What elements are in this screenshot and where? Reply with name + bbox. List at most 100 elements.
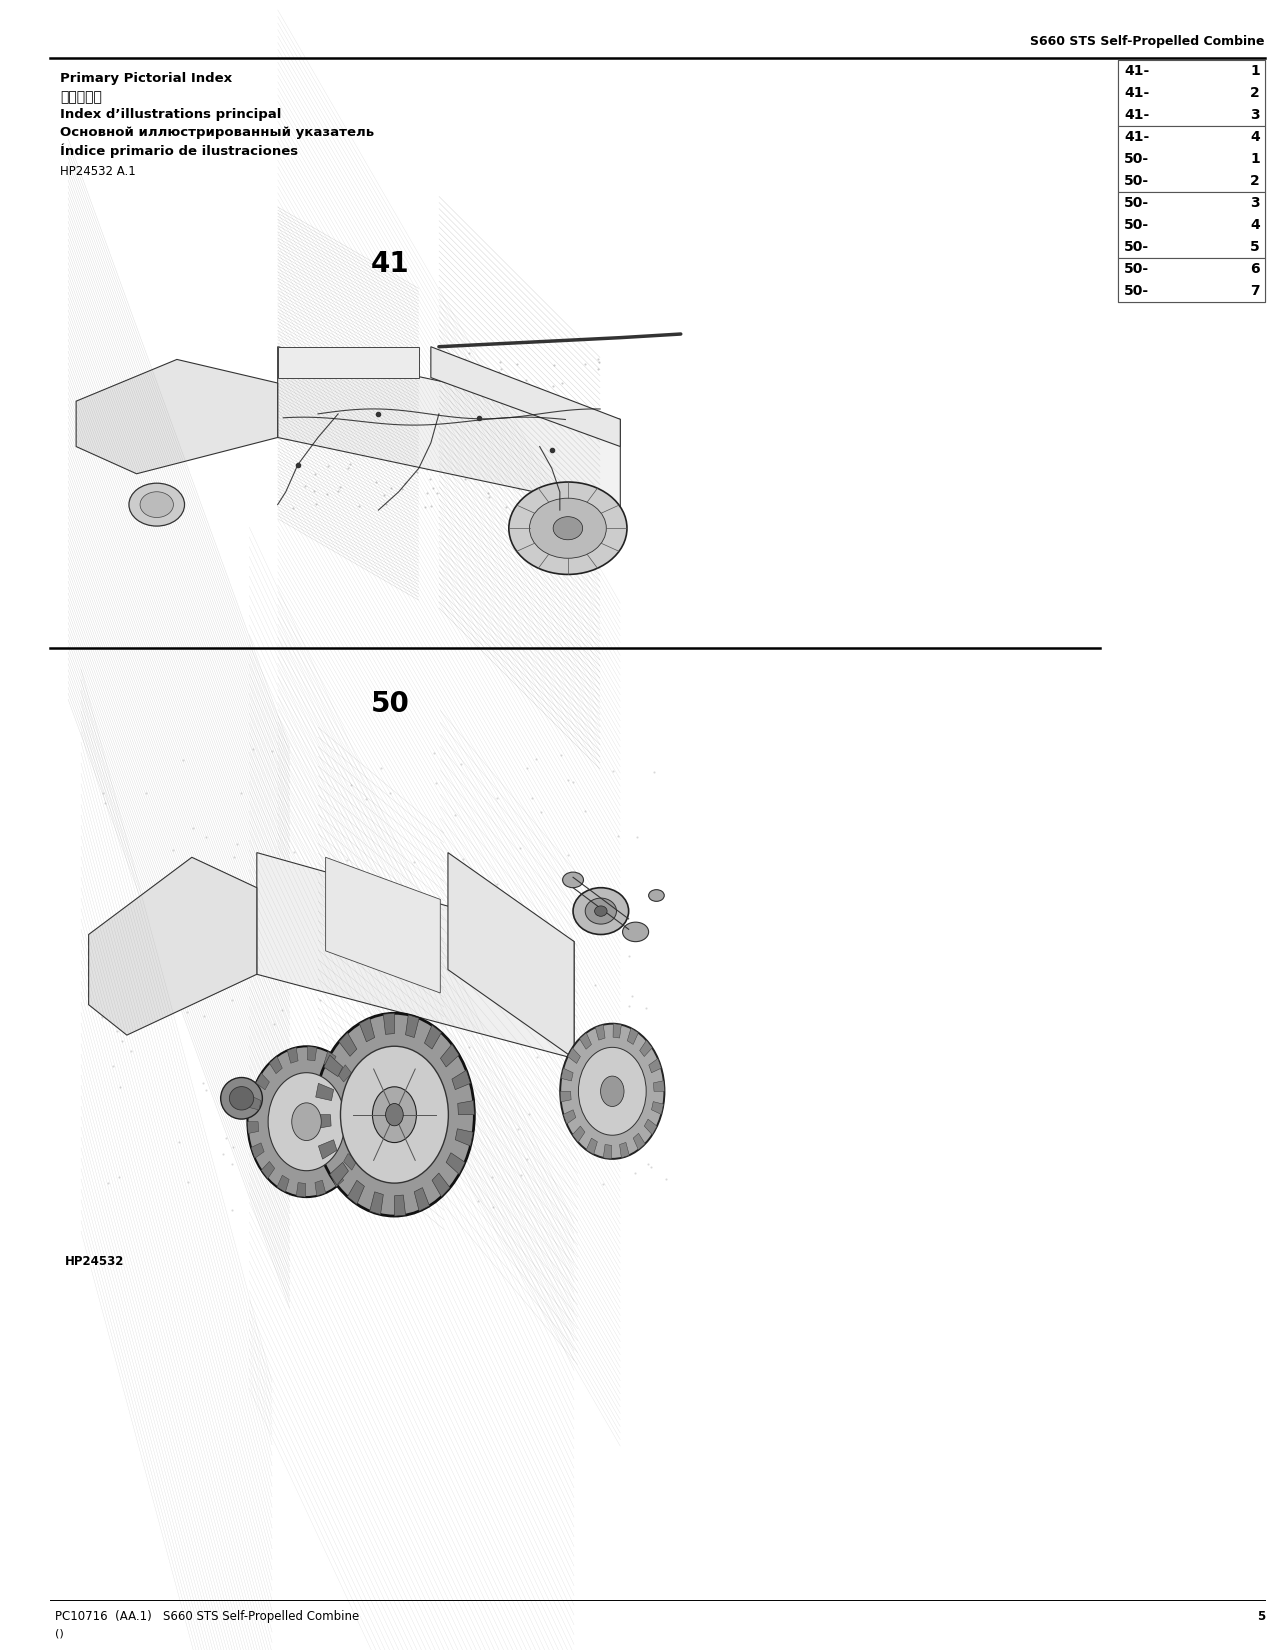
Point: [92, 1003, 112, 1030]
Point: [454, 393, 474, 419]
Text: 4: 4: [1251, 130, 1260, 144]
Polygon shape: [344, 1153, 357, 1170]
Point: [303, 477, 324, 503]
Point: [569, 449, 589, 475]
Polygon shape: [256, 1072, 269, 1091]
Point: [407, 343, 427, 370]
Point: [182, 815, 203, 842]
Point: [425, 389, 445, 416]
Ellipse shape: [340, 1046, 449, 1183]
Point: [483, 406, 504, 432]
Point: [361, 393, 381, 419]
Point: [583, 914, 603, 940]
Point: [459, 1033, 479, 1059]
Point: [338, 455, 358, 482]
Point: [303, 1132, 324, 1158]
Ellipse shape: [315, 1013, 474, 1216]
Point: [423, 739, 444, 766]
Point: [456, 437, 477, 464]
Point: [635, 995, 655, 1021]
Ellipse shape: [622, 922, 649, 942]
Point: [177, 1170, 198, 1196]
Point: [223, 1134, 244, 1160]
Text: PC10716  (AA.1)   S660 STS Self-Propelled Combine: PC10716 (AA.1) S660 STS Self-Propelled C…: [55, 1610, 360, 1624]
Point: [297, 947, 317, 973]
Point: [317, 452, 338, 478]
Bar: [1118, 59, 1265, 302]
Point: [107, 1018, 128, 1044]
Polygon shape: [405, 1015, 419, 1038]
Point: [449, 870, 469, 896]
Point: [571, 1076, 592, 1102]
Point: [265, 908, 286, 934]
Point: [412, 964, 432, 990]
Point: [442, 1036, 463, 1063]
Point: [525, 746, 546, 772]
Point: [557, 1028, 578, 1054]
Point: [338, 1041, 358, 1068]
Point: [344, 348, 365, 375]
Point: [423, 427, 444, 454]
Polygon shape: [349, 1086, 362, 1101]
Polygon shape: [613, 1023, 621, 1038]
Polygon shape: [319, 1140, 337, 1160]
Point: [606, 1064, 626, 1091]
Point: [289, 414, 310, 441]
Point: [372, 874, 393, 901]
Point: [263, 738, 283, 764]
Polygon shape: [458, 1101, 474, 1115]
Point: [260, 1092, 280, 1119]
Point: [371, 756, 391, 782]
Point: [390, 1140, 411, 1167]
Bar: [65, 271, 760, 601]
Text: 41-: 41-: [1125, 130, 1149, 144]
Point: [479, 380, 500, 406]
Polygon shape: [278, 346, 621, 510]
Point: [376, 492, 397, 518]
Point: [417, 394, 437, 421]
Polygon shape: [316, 1084, 334, 1101]
Point: [363, 409, 384, 436]
Point: [521, 446, 542, 472]
Point: [585, 434, 606, 460]
Point: [356, 1072, 376, 1099]
Point: [490, 375, 510, 401]
Point: [227, 832, 247, 858]
Polygon shape: [414, 1188, 430, 1211]
Point: [244, 736, 264, 762]
Text: 6: 6: [1251, 262, 1260, 276]
Point: [215, 1124, 236, 1150]
Text: Основной иллюстрированный указатель: Основной иллюстрированный указатель: [60, 125, 374, 139]
Point: [515, 366, 536, 393]
Point: [337, 846, 357, 873]
Point: [340, 450, 361, 477]
Point: [398, 370, 418, 396]
Point: [562, 769, 583, 795]
Point: [325, 388, 346, 414]
Text: 3: 3: [1251, 196, 1260, 210]
Text: 5: 5: [1251, 239, 1260, 254]
Point: [385, 1137, 405, 1163]
Text: 50-: 50-: [1125, 152, 1149, 167]
Point: [320, 346, 340, 373]
Point: [374, 482, 394, 508]
Point: [98, 1170, 119, 1196]
Point: [249, 1104, 269, 1130]
Point: [305, 460, 325, 487]
Ellipse shape: [553, 516, 583, 540]
Polygon shape: [394, 1195, 405, 1216]
Point: [131, 995, 152, 1021]
Text: (): (): [55, 1629, 64, 1638]
Point: [340, 772, 361, 799]
Point: [603, 757, 623, 784]
Point: [437, 417, 458, 444]
Point: [342, 879, 362, 906]
Bar: [1118, 257, 1265, 302]
Point: [620, 912, 640, 939]
Point: [310, 987, 330, 1013]
Polygon shape: [354, 1110, 366, 1122]
Polygon shape: [325, 858, 440, 993]
Point: [644, 759, 664, 785]
Point: [520, 422, 541, 449]
Point: [638, 1150, 658, 1176]
